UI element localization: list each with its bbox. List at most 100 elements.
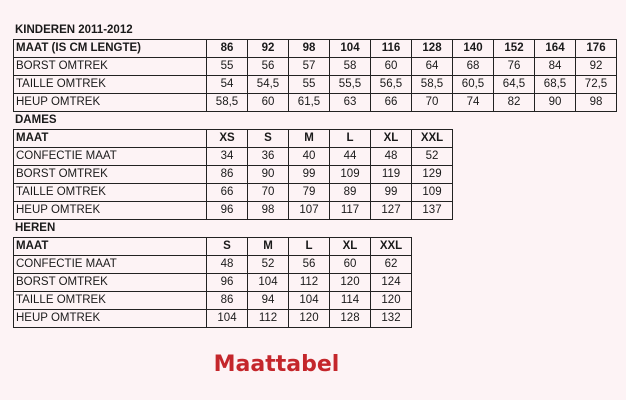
table-cell: 68 (452, 57, 494, 76)
table-cell: 56 (247, 57, 289, 76)
table-cell: 116 (370, 39, 412, 58)
table-cell: 86 (206, 291, 248, 310)
table-cell: 96 (206, 273, 248, 292)
table-cell: 64,5 (493, 75, 535, 94)
table-cell: 104 (206, 309, 248, 328)
table-cell: M (288, 129, 330, 148)
table-cell: 98 (288, 39, 330, 58)
table-row: HEUP OMTREK 104 112 120 128 132 (13, 309, 412, 328)
table-cell: 140 (452, 39, 494, 58)
table-row: BORST OMTREK 96 104 112 120 124 (13, 273, 412, 292)
table-cell: 48 (370, 147, 412, 166)
table-cell: S (206, 237, 248, 256)
table-cell: 62 (370, 255, 412, 274)
table-cell: 99 (370, 183, 412, 202)
table-header-row: MAAT S M L XL XXL (13, 237, 412, 256)
table-cell: 86 (206, 39, 248, 58)
row-label: HEUP OMTREK (13, 93, 207, 112)
table-cell: 68,5 (534, 75, 576, 94)
table-cell: XXL (411, 129, 453, 148)
table-cell: XS (206, 129, 248, 148)
table-cell: 36 (247, 147, 289, 166)
table-cell: 60 (329, 255, 371, 274)
table-cell: S (247, 129, 289, 148)
table-cell: 74 (452, 93, 494, 112)
table-cell: 34 (206, 147, 248, 166)
section-heren: HEREN MAAT S M L XL XXL CONFECTIE MAAT 48 52 56 60 6… (13, 220, 412, 328)
table-cell: 60,5 (452, 75, 494, 94)
row-label: BORST OMTREK (13, 273, 207, 292)
table-cell: 55 (288, 75, 330, 94)
table-cell: 79 (288, 183, 330, 202)
row-label: TAILLE OMTREK (13, 183, 207, 202)
table-cell: 64 (411, 57, 453, 76)
table-cell: 92 (575, 57, 617, 76)
table-cell: 99 (288, 165, 330, 184)
table-cell: 128 (329, 309, 371, 328)
table-cell: 104 (329, 39, 371, 58)
table-cell: 132 (370, 309, 412, 328)
table-cell: 57 (288, 57, 330, 76)
table-cell: 112 (288, 273, 330, 292)
table-cell: 114 (329, 291, 371, 310)
table-cell: 56,5 (370, 75, 412, 94)
table-cell: 40 (288, 147, 330, 166)
table-row: TAILLE OMTREK 54 54,5 55 55,5 56,5 58,5 60,5 64,… (13, 75, 617, 94)
table-cell: 66 (206, 183, 248, 202)
table-cell: 117 (329, 201, 371, 220)
table-header-row: MAAT XS S M L XL XXL (13, 129, 453, 148)
table-cell: 82 (493, 93, 535, 112)
table-cell: 98 (575, 93, 617, 112)
table-cell: 104 (288, 291, 330, 310)
table-cell: 120 (370, 291, 412, 310)
table-cell: 98 (247, 201, 289, 220)
table-cell: 104 (247, 273, 289, 292)
table-cell: 112 (247, 309, 289, 328)
table-cell: 72,5 (575, 75, 617, 94)
table-header-row: MAAT (IS CM LENGTE) 86 92 98 104 116 128 140 152… (13, 39, 617, 58)
table-cell: 58,5 (411, 75, 453, 94)
table-cell: 48 (206, 255, 248, 274)
row-label: TAILLE OMTREK (13, 291, 207, 310)
table-cell: 109 (411, 183, 453, 202)
table-cell: 55 (206, 57, 248, 76)
table-cell: 70 (247, 183, 289, 202)
table-cell: 58,5 (206, 93, 248, 112)
table-cell: 129 (411, 165, 453, 184)
row-label: HEUP OMTREK (13, 201, 207, 220)
table-cell: 96 (206, 201, 248, 220)
table-cell: 76 (493, 57, 535, 76)
table-row: HEUP OMTREK 96 98 107 117 127 137 (13, 201, 453, 220)
table-row: TAILLE OMTREK 66 70 79 89 99 109 (13, 183, 453, 202)
table-cell: 60 (247, 93, 289, 112)
table-cell: 86 (206, 165, 248, 184)
table-cell: 70 (411, 93, 453, 112)
table-cell: 60 (370, 57, 412, 76)
table-row: BORST OMTREK 55 56 57 58 60 64 68 76 84 92 (13, 57, 617, 76)
table-cell: 164 (534, 39, 576, 58)
table-cell: 63 (329, 93, 371, 112)
table-cell: 66 (370, 93, 412, 112)
table-cell: L (288, 237, 330, 256)
table-cell: 120 (288, 309, 330, 328)
table-row: HEUP OMTREK 58,5 60 61,5 63 66 70 74 82 90 98 (13, 93, 617, 112)
table-cell: 127 (370, 201, 412, 220)
table-cell: 107 (288, 201, 330, 220)
table-cell: 109 (329, 165, 371, 184)
table-cell: 89 (329, 183, 371, 202)
table-cell: 55,5 (329, 75, 371, 94)
table-cell: 56 (288, 255, 330, 274)
table-cell: 176 (575, 39, 617, 58)
table-cell: 90 (534, 93, 576, 112)
row-label: HEUP OMTREK (13, 309, 207, 328)
table-cell: 124 (370, 273, 412, 292)
table-cell: 94 (247, 291, 289, 310)
table-cell: 128 (411, 39, 453, 58)
row-label: CONFECTIE MAAT (13, 255, 207, 274)
table-cell: XL (370, 129, 412, 148)
section-title: DAMES (15, 114, 57, 126)
table-cell: L (329, 129, 371, 148)
section-title: HEREN (15, 222, 56, 234)
table-cell: 52 (411, 147, 453, 166)
table-cell: 54 (206, 75, 248, 94)
